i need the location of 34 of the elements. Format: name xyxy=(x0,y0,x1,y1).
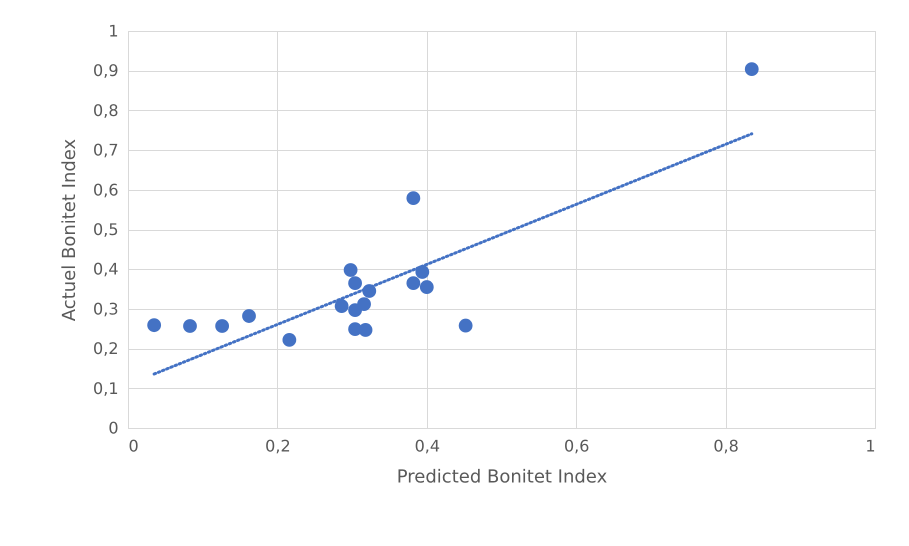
point xyxy=(458,318,473,332)
x-tick-label: 0,8 xyxy=(713,436,739,456)
point xyxy=(406,191,420,206)
y-tick-label: 0,6 xyxy=(93,180,118,200)
y-tick-label: 0,7 xyxy=(93,140,118,160)
point xyxy=(344,263,358,277)
y-tick-label: 0,2 xyxy=(93,339,118,358)
point xyxy=(334,299,349,313)
y-tick-label: 0,8 xyxy=(93,100,118,120)
y-tick-label: 0,9 xyxy=(93,61,118,80)
y-axis-title: Actuel Bonitet Index xyxy=(59,138,80,322)
y-tick-label: 0,4 xyxy=(93,260,118,279)
x-tick-label: 1 xyxy=(865,436,876,456)
point xyxy=(183,319,197,333)
x-tick-label: 0,4 xyxy=(414,436,440,456)
y-tick-label: 0,3 xyxy=(93,299,118,318)
y-tick-label: 0 xyxy=(108,418,118,438)
point xyxy=(744,62,759,76)
point xyxy=(348,276,362,290)
y-tick-label: 0,5 xyxy=(93,220,118,239)
point xyxy=(282,332,296,347)
y-tick-label: 0,1 xyxy=(93,378,118,398)
x-tick-label: 0,6 xyxy=(564,436,590,456)
point xyxy=(242,309,256,323)
point xyxy=(420,280,434,294)
point xyxy=(215,319,230,333)
x-axis-title: Predicted Bonitet Index xyxy=(396,466,608,488)
point xyxy=(358,323,372,337)
point xyxy=(406,276,420,290)
x-tick-label: 0 xyxy=(128,436,139,456)
point xyxy=(357,297,371,312)
y-tick-label: 1 xyxy=(108,22,118,40)
x-tick-label: 0,2 xyxy=(265,436,291,456)
point xyxy=(147,318,162,332)
